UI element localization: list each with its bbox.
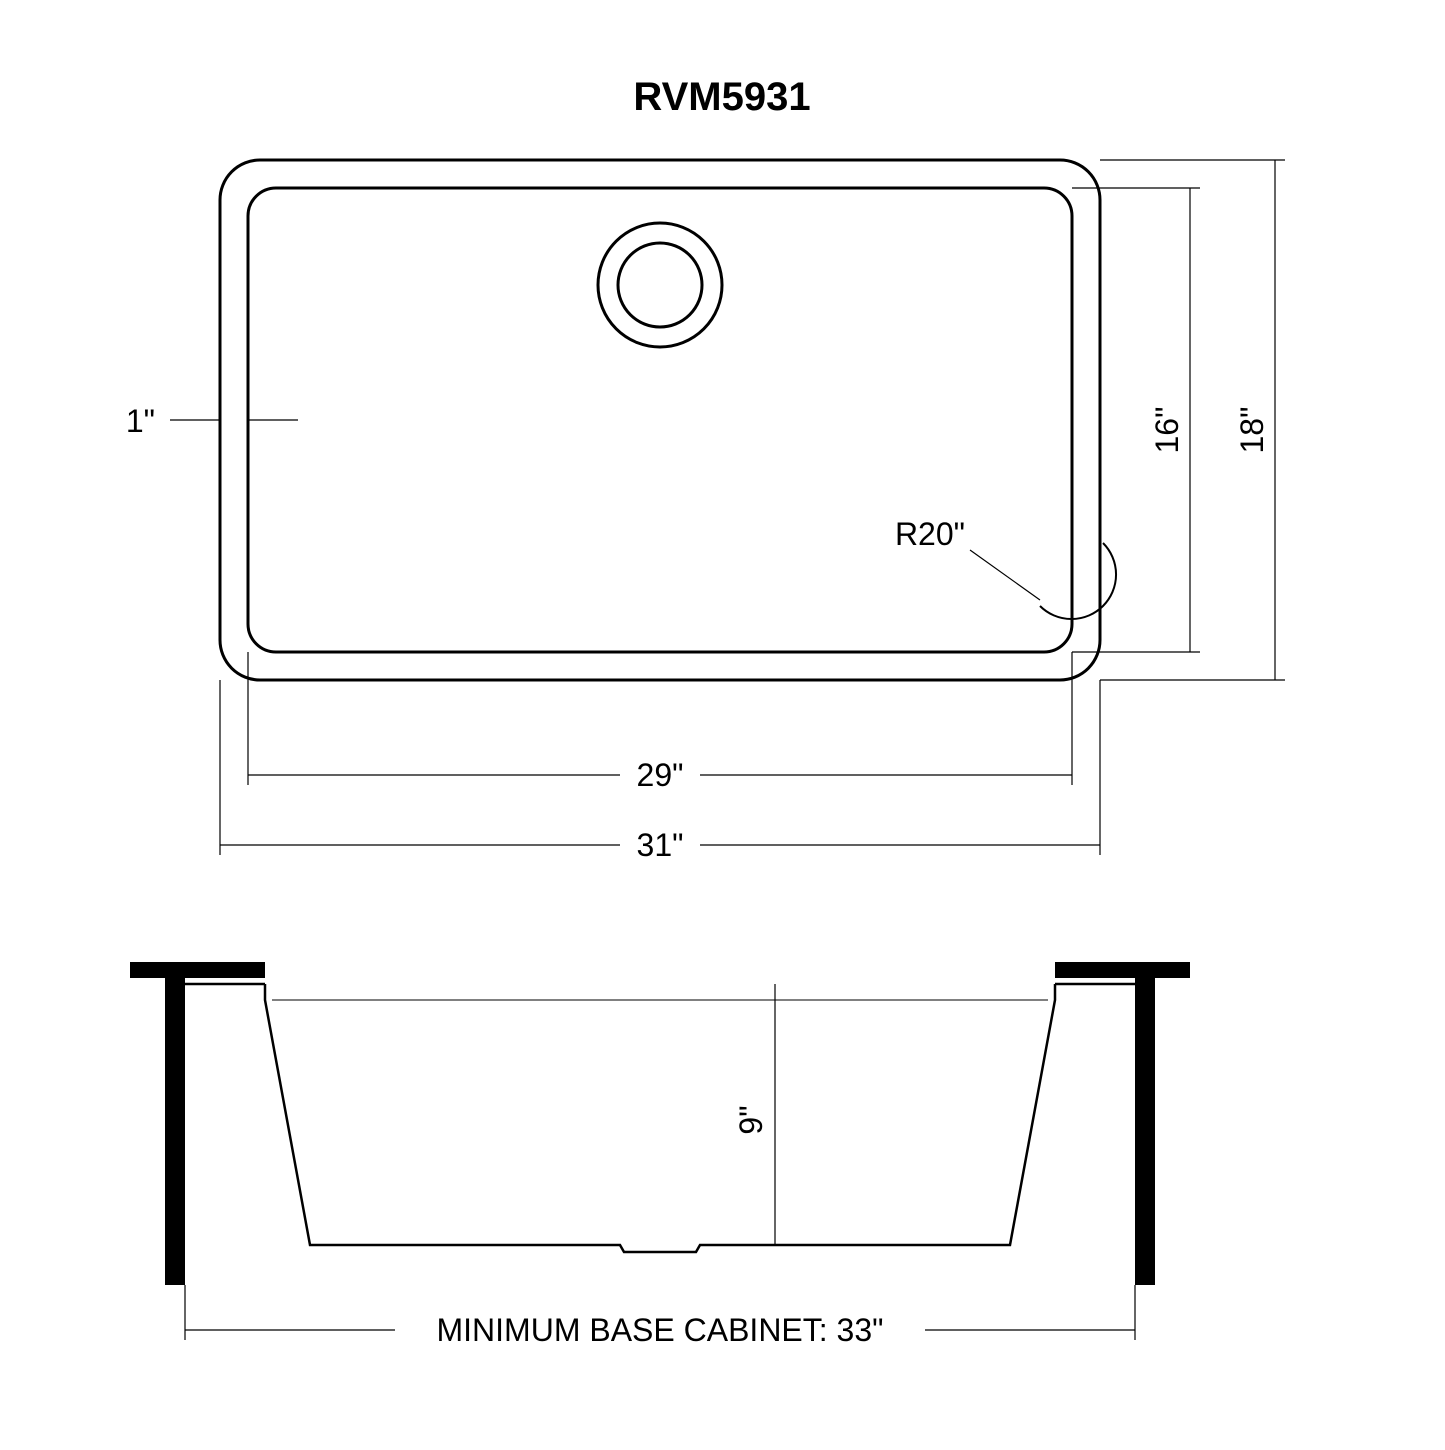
sink-outer-rect <box>220 160 1100 680</box>
counter-right <box>1055 962 1190 978</box>
dim-1: 1" <box>126 403 298 439</box>
top-view <box>220 160 1116 680</box>
label-29: 29" <box>637 757 684 793</box>
dim-9: 9" <box>733 984 775 1245</box>
dim-31: 31" <box>220 827 1100 863</box>
product-title: RVM5931 <box>633 75 810 119</box>
label-r20: R20" <box>895 516 965 552</box>
label-18: 18" <box>1234 407 1270 454</box>
post-left <box>165 978 185 1285</box>
basin-profile <box>265 984 1055 1252</box>
corner-radius-arc <box>1040 543 1116 619</box>
label-16: 16" <box>1149 407 1185 454</box>
label-1: 1" <box>126 403 155 439</box>
dim-r20: R20" <box>895 516 1040 600</box>
side-view <box>130 962 1190 1285</box>
dim-16: 16" <box>1149 188 1190 652</box>
diagram-svg: RVM5931 29" 31" 16" 18" 1" R20" <box>0 0 1445 1450</box>
diagram-page: RVM5931 29" 31" 16" 18" 1" R20" <box>0 0 1445 1450</box>
dim-29: 29" <box>248 757 1072 793</box>
sink-inner-rect <box>248 188 1072 652</box>
counter-left <box>130 962 265 978</box>
dim-18: 18" <box>1234 160 1275 680</box>
label-9: 9" <box>733 1105 769 1134</box>
extension-lines-top <box>220 160 1285 855</box>
label-cabinet: MINIMUM BASE CABINET: 33" <box>437 1312 884 1348</box>
label-31: 31" <box>637 827 684 863</box>
post-right <box>1135 978 1155 1285</box>
drain-inner <box>618 243 702 327</box>
dim-cabinet: MINIMUM BASE CABINET: 33" <box>185 1285 1135 1348</box>
